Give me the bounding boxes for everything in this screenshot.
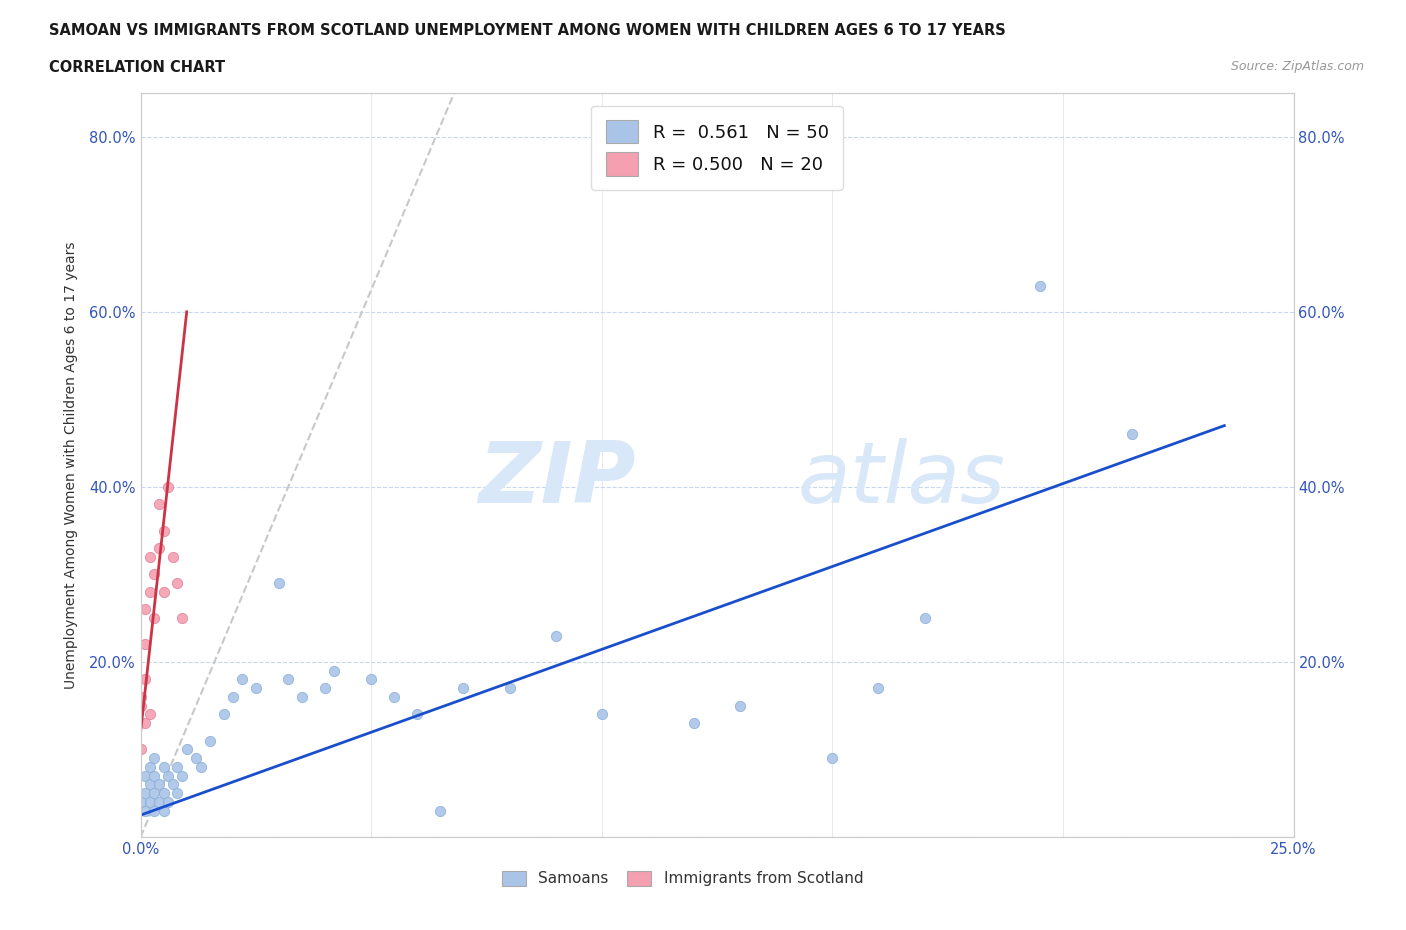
Point [382, 689, 405, 704]
Point [172, 611, 194, 626]
Point [453, 681, 475, 696]
Point [212, 707, 235, 722]
Point [134, 716, 156, 731]
Point [143, 567, 166, 582]
Point [162, 777, 184, 792]
Text: CORRELATION CHART: CORRELATION CHART [49, 60, 225, 75]
Point [139, 707, 162, 722]
Point [143, 804, 166, 818]
Point [198, 733, 221, 748]
Text: SAMOAN VS IMMIGRANTS FROM SCOTLAND UNEMPLOYMENT AMONG WOMEN WITH CHILDREN AGES 6: SAMOAN VS IMMIGRANTS FROM SCOTLAND UNEMP… [49, 23, 1005, 38]
Point [152, 524, 174, 538]
Point [129, 689, 152, 704]
Point [231, 672, 253, 687]
Point [267, 576, 290, 591]
Legend: Samoans, Immigrants from Scotland: Samoans, Immigrants from Scotland [495, 864, 869, 893]
Text: atlas: atlas [797, 438, 1005, 522]
Point [166, 576, 188, 591]
Point [139, 794, 162, 809]
Point [148, 794, 170, 809]
Point [406, 707, 429, 722]
Point [162, 550, 184, 565]
Point [139, 550, 162, 565]
Point [360, 672, 382, 687]
Point [190, 760, 212, 775]
Point [152, 760, 174, 775]
Point [143, 751, 166, 765]
Point [245, 681, 267, 696]
Point [148, 540, 170, 555]
Point [143, 611, 166, 626]
Point [152, 786, 174, 801]
Point [184, 751, 207, 765]
Y-axis label: Unemployment Among Women with Children Ages 6 to 17 years: Unemployment Among Women with Children A… [65, 241, 77, 689]
Point [291, 689, 314, 704]
Point [172, 768, 194, 783]
Point [277, 672, 299, 687]
Point [728, 698, 751, 713]
Point [429, 804, 451, 818]
Point [139, 760, 162, 775]
Point [143, 786, 166, 801]
Point [544, 629, 567, 644]
Point [1029, 278, 1052, 293]
Point [148, 777, 170, 792]
Point [134, 602, 156, 617]
Point [129, 698, 152, 713]
Point [148, 497, 170, 512]
Point [314, 681, 336, 696]
Point [143, 768, 166, 783]
Point [157, 794, 180, 809]
Point [591, 707, 613, 722]
Point [139, 777, 162, 792]
Point [152, 584, 174, 599]
Point [134, 672, 156, 687]
Text: Source: ZipAtlas.com: Source: ZipAtlas.com [1230, 60, 1364, 73]
Point [821, 751, 844, 765]
Point [683, 716, 706, 731]
Point [134, 768, 156, 783]
Point [914, 611, 936, 626]
Point [134, 804, 156, 818]
Point [166, 760, 188, 775]
Point [129, 794, 152, 809]
Point [176, 742, 198, 757]
Text: ZIP: ZIP [478, 438, 637, 522]
Point [157, 480, 180, 495]
Point [222, 689, 245, 704]
Point [134, 637, 156, 652]
Point [157, 768, 180, 783]
Point [134, 786, 156, 801]
Point [1121, 427, 1143, 442]
Point [129, 742, 152, 757]
Point [868, 681, 890, 696]
Point [166, 786, 188, 801]
Point [498, 681, 520, 696]
Point [139, 584, 162, 599]
Point [152, 804, 174, 818]
Point [323, 663, 346, 678]
